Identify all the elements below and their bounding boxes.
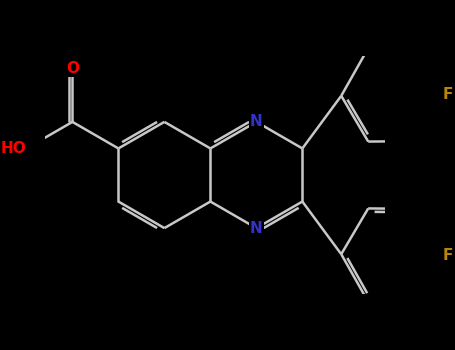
Text: HO: HO (1, 141, 26, 156)
Text: N: N (250, 114, 263, 130)
Text: F: F (442, 248, 453, 262)
Text: N: N (250, 220, 263, 236)
Text: O: O (66, 61, 79, 76)
Text: F: F (442, 88, 453, 102)
